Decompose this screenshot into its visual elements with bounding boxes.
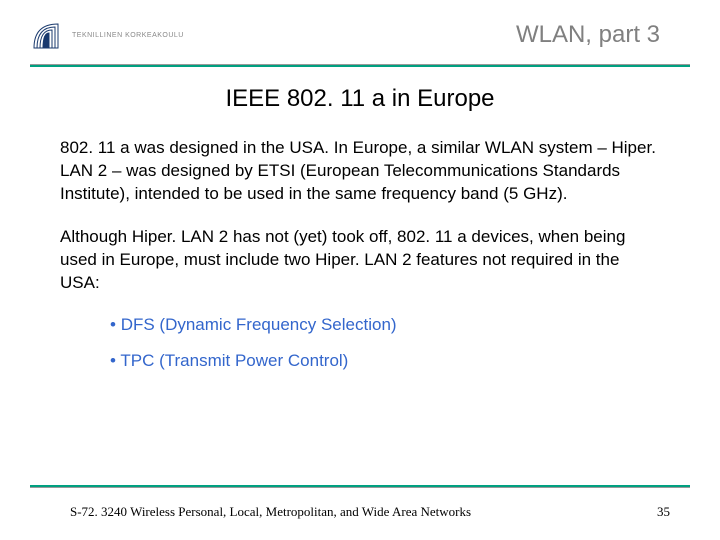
footer-text: S-72. 3240 Wireless Personal, Local, Met… <box>70 504 471 520</box>
bottom-divider <box>30 485 690 488</box>
page-number: 35 <box>657 504 670 520</box>
paragraph-1: 802. 11 a was designed in the USA. In Eu… <box>60 137 660 206</box>
footer: S-72. 3240 Wireless Personal, Local, Met… <box>70 504 670 520</box>
content-area: IEEE 802. 11 a in Europe 802. 11 a was d… <box>0 67 720 371</box>
header-title: WLAN, part 3 <box>516 21 660 49</box>
logo: TEKNILLINEN KORKEAKOULU <box>30 18 184 52</box>
bullet-list: DFS (Dynamic Frequency Selection) TPC (T… <box>60 315 660 371</box>
paragraph-2: Although Hiper. LAN 2 has not (yet) took… <box>60 226 660 295</box>
bullet-item: TPC (Transmit Power Control) <box>110 351 660 371</box>
logo-icon <box>30 18 64 52</box>
slide-title: IEEE 802. 11 a in Europe <box>60 85 660 113</box>
institution-name: TEKNILLINEN KORKEAKOULU <box>72 32 184 39</box>
bullet-item: DFS (Dynamic Frequency Selection) <box>110 315 660 335</box>
header: TEKNILLINEN KORKEAKOULU WLAN, part 3 <box>0 0 720 60</box>
